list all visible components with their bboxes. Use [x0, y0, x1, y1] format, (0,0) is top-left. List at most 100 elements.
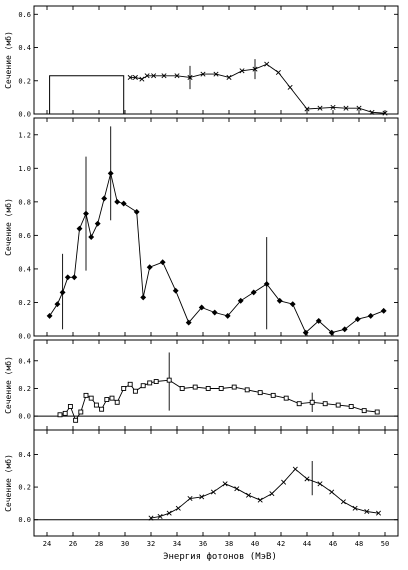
data-point-8 [200, 71, 206, 77]
data-point-4 [151, 73, 157, 79]
data-point-8 [94, 220, 101, 227]
data-point-24 [263, 281, 270, 287]
data-point-6 [88, 395, 94, 401]
data-point-0 [57, 412, 63, 418]
data-point-10 [109, 395, 115, 401]
data-point-29 [328, 329, 335, 336]
data-point-4 [78, 409, 84, 415]
data-point-14 [132, 388, 138, 394]
data-point-28 [296, 401, 302, 407]
data-point-4 [187, 495, 193, 502]
data-point-27 [283, 395, 289, 401]
y-tick-label: 0.2 [18, 77, 31, 85]
data-point-22 [382, 110, 388, 116]
y-axis-label: Сечение (мб) [3, 356, 13, 414]
x-tick-label: 44 [303, 540, 311, 548]
data-point-17 [317, 105, 323, 111]
data-point-21 [369, 109, 375, 115]
x-tick-label: 30 [121, 540, 129, 548]
data-point-14 [304, 476, 310, 482]
data-point-17 [172, 287, 179, 294]
data-point-26 [289, 301, 296, 308]
data-point-12 [252, 66, 258, 72]
data-point-31 [354, 316, 361, 323]
data-point-19 [343, 105, 349, 111]
data-point-15 [287, 84, 293, 90]
data-point-6 [174, 73, 180, 79]
data-point-10 [257, 497, 263, 503]
data-point-6 [210, 489, 216, 495]
data-point-26 [270, 392, 276, 398]
x-tick-label: 24 [43, 540, 51, 548]
data-point-5 [161, 73, 167, 79]
y-tick-label: 0.2 [18, 385, 31, 393]
y-tick-label: 0.6 [18, 232, 31, 240]
x-tick-label: 48 [355, 540, 363, 548]
data-point-5 [199, 494, 205, 500]
data-point-9 [104, 397, 110, 402]
data-point-25 [276, 297, 283, 304]
data-point-7 [222, 481, 228, 487]
data-point-11 [114, 198, 121, 205]
data-point-18 [185, 319, 192, 326]
data-point-34 [374, 409, 380, 415]
data-point-20 [356, 105, 362, 111]
data-point-6 [83, 210, 89, 217]
data-point-1 [54, 301, 61, 308]
data-point-9 [245, 492, 252, 498]
data-point-8 [99, 406, 105, 412]
data-point-21 [224, 312, 231, 319]
data-point-18 [330, 104, 336, 110]
data-point-13 [264, 61, 270, 67]
data-point-19 [179, 386, 185, 391]
panel-frame-3 [33, 429, 399, 537]
x-tick-label: 36 [199, 540, 207, 548]
data-point-10 [107, 170, 114, 177]
data-point-23 [231, 384, 237, 390]
data-point-7 [88, 234, 95, 240]
data-point-14 [140, 294, 147, 301]
data-point-16 [159, 259, 166, 266]
data-point-3 [175, 505, 181, 511]
y-tick-label: 0.4 [18, 265, 31, 273]
y-axis-label: Сечение (мб) [3, 31, 13, 89]
data-point-2 [59, 289, 66, 296]
data-point-15 [317, 481, 323, 487]
data-point-3 [73, 417, 79, 423]
data-point-0 [127, 74, 133, 80]
data-point-13 [133, 208, 140, 215]
data-point-13 [292, 466, 298, 472]
data-point-27 [302, 329, 309, 336]
y-tick-label: 0.4 [18, 357, 31, 365]
data-point-25 [257, 390, 263, 396]
data-point-7 [93, 402, 99, 408]
data-point-5 [76, 225, 83, 232]
y-tick-label: 0.4 [18, 44, 31, 52]
data-point-30 [322, 401, 328, 407]
data-point-22 [218, 386, 224, 391]
step-rectangle [49, 75, 125, 114]
data-point-20 [375, 510, 382, 516]
y-tick-label: 0.6 [18, 11, 31, 19]
data-point-22 [237, 297, 244, 304]
data-point-11 [114, 399, 120, 405]
x-tick-label: 40 [251, 540, 259, 548]
x-tick-label: 50 [381, 540, 389, 548]
data-point-10 [226, 74, 232, 80]
y-axis-label: Сечение (мб) [3, 198, 13, 256]
data-point-12 [120, 200, 127, 207]
x-axis-label: Энергия фотонов (МэВ) [163, 552, 277, 562]
data-point-1 [62, 410, 68, 416]
data-point-14 [275, 69, 281, 75]
data-point-2 [166, 510, 172, 516]
data-point-9 [213, 71, 219, 77]
y-tick-label: 0.0 [18, 413, 31, 421]
series-line-3 [150, 468, 379, 519]
data-point-28 [315, 317, 322, 324]
data-point-33 [380, 307, 387, 314]
y-tick-label: 1.2 [18, 131, 31, 139]
data-point-2 [67, 404, 73, 409]
x-tick-label: 26 [69, 540, 77, 548]
data-point-1 [132, 74, 138, 80]
